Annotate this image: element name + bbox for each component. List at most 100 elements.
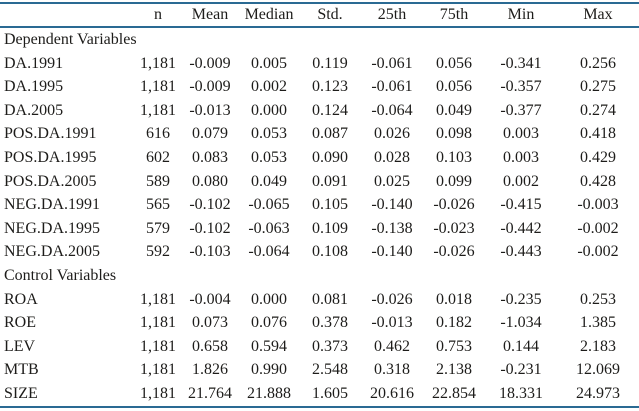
cell-value: -0.026 [371,290,413,308]
cell-value: 0.026 [374,125,410,143]
cell-value: 602 [146,148,170,166]
row-label: DA.1991 [4,54,64,72]
cell-value: -0.061 [371,78,413,96]
cell-value: 0.123 [312,78,348,96]
column-header-label [0,3,135,28]
row-label: ROE [4,314,36,332]
row-label: NEG.DA.1991 [4,196,100,214]
cell-value: 0.658 [192,337,228,355]
cell-value: 0.056 [436,54,472,72]
cell-value: -0.102 [189,219,231,237]
cell-value: -0.377 [500,101,542,119]
cell-value: 0.119 [312,54,348,72]
row-label: NEG.DA.1995 [4,219,100,237]
cell-value: -0.026 [433,196,475,214]
row-label: SIZE [4,384,38,402]
cell-value: 0.076 [251,314,287,332]
row-label: POS.DA.1995 [4,148,97,166]
cell-value: 0.053 [251,125,287,143]
row-label: DA.1995 [4,78,64,96]
cell-value: -0.061 [371,54,413,72]
cell-value: -0.140 [371,243,413,261]
cell-value: 0.090 [312,148,348,166]
cell-value: 1.605 [312,384,348,402]
row-label: POS.DA.2005 [4,172,97,190]
cell-value: 0.079 [192,125,228,143]
table-row: NEG.DA.2005 592 -0.103 -0.064 0.108 -0.140 -0.… [0,240,639,264]
cell-value: -1.034 [500,314,542,332]
cell-value: -0.002 [577,243,619,261]
cell-value: -0.065 [248,196,290,214]
cell-value: 0.025 [374,172,410,190]
cell-value: 22.854 [432,384,476,402]
cell-value: 0.418 [580,125,616,143]
cell-value: -0.341 [500,54,542,72]
cell-value: 0.256 [580,54,616,72]
column-header-mean: Mean [181,3,239,28]
cell-value: 20.616 [370,384,414,402]
cell-value: -0.023 [433,219,475,237]
row-label: LEV [4,337,36,355]
cell-value: 1.826 [192,361,228,379]
column-header-n: n [135,3,181,28]
cell-value: 0.253 [580,290,616,308]
cell-value: 18.331 [499,384,543,402]
cell-value: 1,181 [140,101,176,119]
table-body: Dependent Variables DA.1991 1,181 -0.009 0.0… [0,27,639,407]
cell-value: -0.004 [189,290,231,308]
cell-value: 0.083 [192,148,228,166]
cell-value: 0.753 [436,337,472,355]
cell-value: 0.373 [312,337,348,355]
cell-value: 0.144 [503,337,539,355]
cell-value: 2.548 [312,361,348,379]
cell-value: 0.274 [580,101,616,119]
cell-value: -0.026 [433,243,475,261]
table-row: NEG.DA.1991 565 -0.102 -0.065 0.105 -0.140 -0.… [0,193,639,217]
row-label: POS.DA.1991 [4,125,97,143]
cell-value: 1,181 [140,337,176,355]
cell-value: 0.462 [374,337,410,355]
cell-value: 0.049 [436,101,472,119]
cell-value: 1,181 [140,290,176,308]
cell-value: 0.428 [580,172,616,190]
cell-value: 0.990 [251,361,287,379]
column-header-median: Median [239,3,299,28]
cell-value: 1.385 [580,314,616,332]
row-label: ROA [4,290,38,308]
cell-value: 0.103 [436,148,472,166]
cell-value: 0.018 [436,290,472,308]
header-row: n Mean Median Std. 25th 75th Min Max [0,3,639,28]
cell-value: -0.138 [371,219,413,237]
cell-value: 0.003 [503,148,539,166]
cell-value: -0.231 [500,361,542,379]
section-title: Control Variables [4,266,117,284]
cell-value: 589 [146,172,170,190]
section-title: Dependent Variables [4,31,137,48]
cell-value: 592 [146,243,170,261]
cell-value: -0.003 [577,196,619,214]
table-row: DA.1991 1,181 -0.009 0.005 0.119 -0.061 0.056 -… [0,52,639,76]
cell-value: 0.429 [580,148,616,166]
column-header-25th: 25th [361,3,423,28]
table-row: POS.DA.2005 589 0.080 0.049 0.091 0.025 0.099 0… [0,170,639,194]
cell-value: 2.138 [436,361,472,379]
cell-value: 0.108 [312,243,348,261]
cell-value: 0.002 [503,172,539,190]
cell-value: 12.069 [576,361,620,379]
cell-value: 21.764 [188,384,232,402]
column-header-75th: 75th [423,3,485,28]
cell-value: 0.053 [251,148,287,166]
cell-value: 0.275 [580,78,616,96]
column-header-std: Std. [299,3,361,28]
table-row: DA.1995 1,181 -0.009 0.002 0.123 -0.061 0.056 -… [0,75,639,99]
table-row: ROE 1,181 0.073 0.076 0.378 -0.013 0.182 -1.034… [0,311,639,335]
cell-value: 0.005 [251,54,287,72]
cell-value: 0.124 [312,101,348,119]
cell-value: -0.357 [500,78,542,96]
table-row: LEV 1,181 0.658 0.594 0.373 0.462 0.753 0.144 2.… [0,335,639,359]
cell-value: -0.442 [500,219,542,237]
row-label: MTB [4,361,39,379]
cell-value: 0.182 [436,314,472,332]
